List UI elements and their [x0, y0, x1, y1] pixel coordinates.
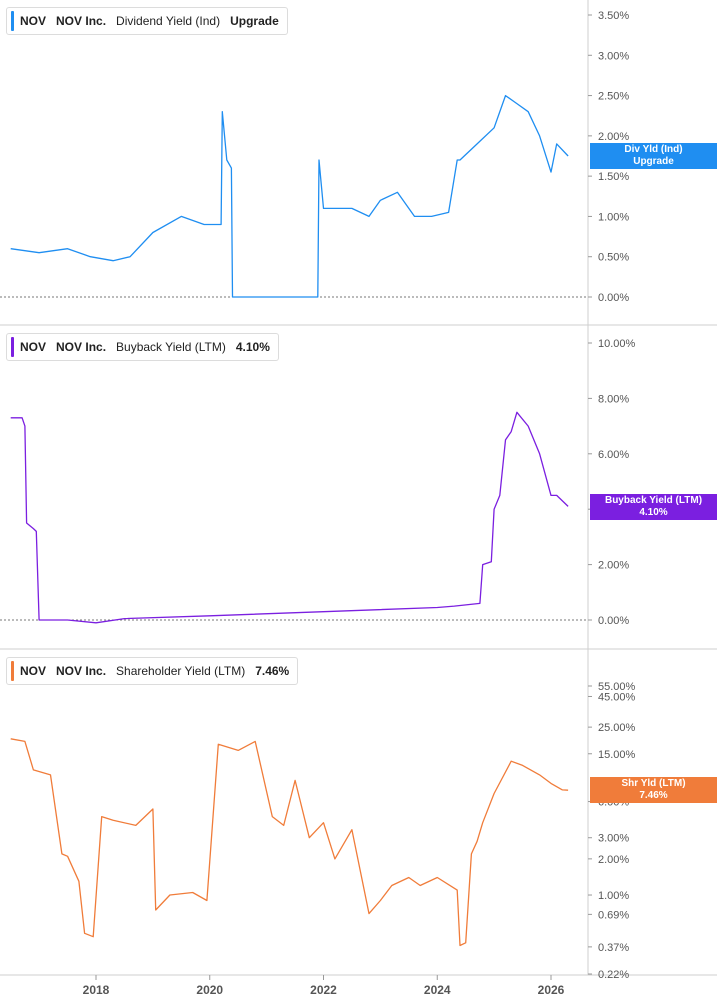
y-tick-label: 2.00% [598, 854, 629, 866]
y-tick-label: 1.00% [598, 211, 629, 223]
y-tick-label: 10.00% [598, 338, 636, 350]
legend-dividend-yield[interactable]: NOV NOV Inc. Dividend Yield (Ind) Upgrad… [6, 7, 288, 35]
legend-ticker: NOV [20, 664, 47, 678]
tag-label: Div Yld (Ind) [624, 144, 683, 155]
tag-value: 4.10% [639, 507, 668, 518]
y-tick-label: 25.00% [598, 722, 636, 734]
y-tick-label: 2.00% [598, 131, 629, 143]
legend-company: NOV Inc. [56, 340, 107, 354]
y-tick-label: 0.50% [598, 252, 629, 264]
legend-metric: Buyback Yield (LTM) [116, 340, 226, 354]
tag-label: Shr Yld (LTM) [621, 778, 686, 789]
value-tag-dividend-yield: Div Yld (Ind) Upgrade [590, 143, 717, 169]
y-tick-label: 3.00% [598, 50, 629, 62]
y-tick-label: 2.50% [598, 91, 629, 103]
x-tick-label: 2022 [310, 983, 337, 997]
legend-shareholder-yield[interactable]: NOV NOV Inc. Shareholder Yield (LTM) 7.4… [6, 657, 299, 685]
y-tick-label: 15.00% [598, 749, 636, 761]
tag-label: Buyback Yield (LTM) [604, 495, 703, 506]
y-tick-label: 0.37% [598, 942, 629, 954]
tag-value: Upgrade [633, 156, 674, 167]
x-tick-label: 2018 [83, 983, 110, 997]
x-tick-label: 2020 [196, 983, 223, 997]
y-tick-label: 2.00% [598, 560, 629, 572]
y-tick-label: 55.00% [598, 681, 636, 693]
y-tick-label: 1.00% [598, 890, 629, 902]
y-tick-label: 1.50% [598, 171, 629, 183]
legend-color-swatch [11, 11, 14, 31]
y-tick-label: 45.00% [598, 691, 636, 703]
tag-value: 7.46% [639, 790, 668, 801]
x-tick-label: 2026 [538, 983, 565, 997]
legend-color-swatch [11, 661, 14, 681]
legend-ticker: NOV [20, 340, 47, 354]
value-tag-shareholder-yield: Shr Yld (LTM) 7.46% [590, 777, 717, 803]
legend-metric: Shareholder Yield (LTM) [116, 664, 246, 678]
y-tick-label: 6.00% [598, 449, 629, 461]
legend-value: 7.46% [255, 664, 290, 678]
legend-color-swatch [11, 337, 14, 357]
value-tag-buyback-yield: Buyback Yield (LTM) 4.10% [590, 494, 717, 520]
x-axis-ticks: 2018 2020 2022 2024 2026 [83, 975, 565, 997]
y-tick-label: 8.00% [598, 393, 629, 405]
y-tick-label: 0.00% [598, 615, 629, 627]
legend-value: 4.10% [235, 340, 270, 354]
legend-company: NOV Inc. [56, 14, 107, 28]
y-tick-label: 0.69% [598, 909, 629, 921]
series-line [10, 738, 569, 947]
y-tick-label: 0.00% [598, 292, 629, 304]
legend-metric: Dividend Yield (Ind) [116, 14, 221, 28]
chart-lines [10, 94, 569, 947]
legend-value[interactable]: Upgrade [230, 14, 279, 28]
legend-buyback-yield[interactable]: NOV NOV Inc. Buyback Yield (LTM) 4.10% [6, 333, 279, 361]
series-line [10, 411, 569, 624]
y-tick-label: 0.22% [598, 969, 629, 981]
series-line [10, 94, 569, 298]
legend-company: NOV Inc. [56, 664, 107, 678]
y-tick-label: 3.00% [598, 833, 629, 845]
y-tick-label: 3.50% [598, 10, 629, 22]
legend-ticker: NOV [20, 14, 47, 28]
x-tick-label: 2024 [424, 983, 451, 997]
